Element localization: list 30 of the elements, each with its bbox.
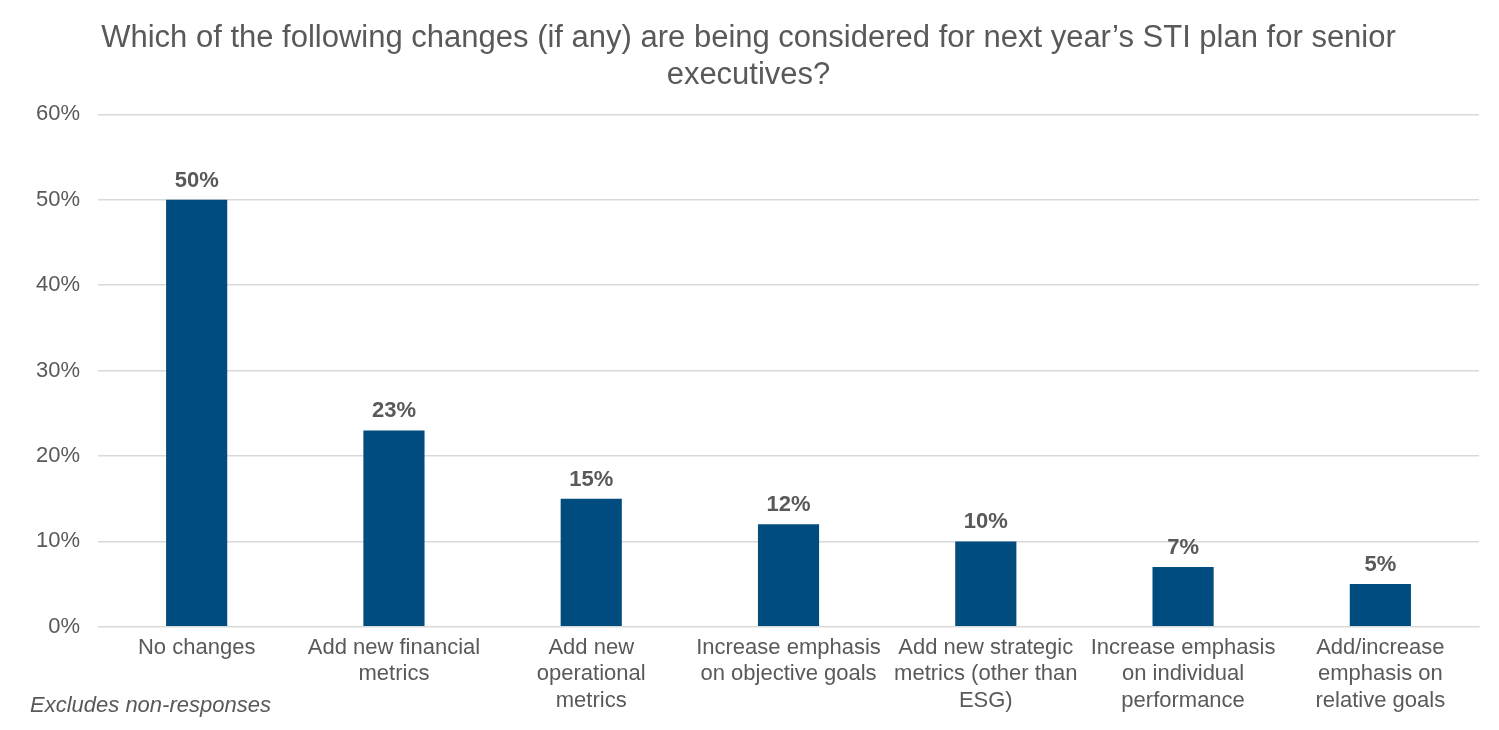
x-tick-label: Increase emphasis on individual performance xyxy=(1090,634,1276,712)
text: Excludes non-responses xyxy=(30,692,271,717)
x-tick-label: Add new strategic metrics (other than ESG) xyxy=(894,634,1078,712)
data-label: 12% xyxy=(766,491,811,517)
y-tick-label: 10% xyxy=(35,527,81,553)
y-tick-label: 50% xyxy=(35,185,81,211)
x-tick-label: Add new financial metrics xyxy=(307,634,481,686)
data-label: 5% xyxy=(1364,551,1397,577)
y-tick-label: 0% xyxy=(48,612,81,638)
data-label: 7% xyxy=(1167,534,1199,560)
x-tick-label: Increase emphasis on objective goals xyxy=(696,634,881,686)
data-label: 10% xyxy=(963,508,1008,534)
bar xyxy=(757,524,820,627)
chart-title: Which of the following changes (if any) are being considered for next year’s STI plan for senior executives? xyxy=(101,19,1396,92)
bar xyxy=(363,430,425,627)
y-tick-label: 60% xyxy=(35,100,81,126)
x-tick-label: Add/increase emphasis on relative goals xyxy=(1315,634,1446,712)
bar xyxy=(560,498,622,627)
data-label: 50% xyxy=(174,166,219,192)
x-tick-label: Add new operational metrics xyxy=(536,634,646,712)
bar xyxy=(166,199,228,627)
bar xyxy=(1152,567,1214,627)
bar xyxy=(1349,584,1411,627)
y-tick-label: 20% xyxy=(35,442,81,468)
data-label: 23% xyxy=(371,397,416,423)
bar xyxy=(955,541,1017,627)
y-tick-label: 30% xyxy=(35,356,81,382)
x-tick-label: No changes xyxy=(137,634,256,660)
y-tick-label: 40% xyxy=(35,271,81,297)
data-label: 15% xyxy=(569,465,614,491)
